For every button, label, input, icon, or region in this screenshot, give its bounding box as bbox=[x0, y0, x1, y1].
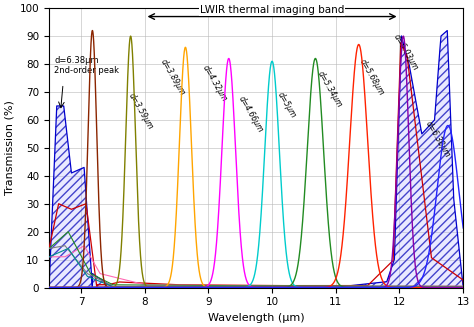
Text: d=6.38μm: d=6.38μm bbox=[424, 119, 452, 159]
X-axis label: Wavelength (μm): Wavelength (μm) bbox=[208, 313, 304, 323]
Text: d=6.03μm: d=6.03μm bbox=[391, 33, 419, 72]
Text: d=5.68μm: d=5.68μm bbox=[358, 58, 386, 97]
Text: d=3.89μm: d=3.89μm bbox=[159, 58, 187, 97]
Text: d=4.66μm: d=4.66μm bbox=[237, 94, 265, 134]
Text: d=4.32μm: d=4.32μm bbox=[201, 63, 229, 103]
Text: d=6.38μm
2nd-order peak: d=6.38μm 2nd-order peak bbox=[54, 56, 119, 75]
Y-axis label: Transmission (%): Transmission (%) bbox=[4, 100, 14, 195]
Text: d=5.34μm: d=5.34μm bbox=[315, 69, 344, 109]
Text: d=3.59μm: d=3.59μm bbox=[127, 92, 155, 131]
Text: LWIR thermal imaging band: LWIR thermal imaging band bbox=[200, 5, 344, 15]
Text: d=5μm: d=5μm bbox=[276, 91, 298, 120]
